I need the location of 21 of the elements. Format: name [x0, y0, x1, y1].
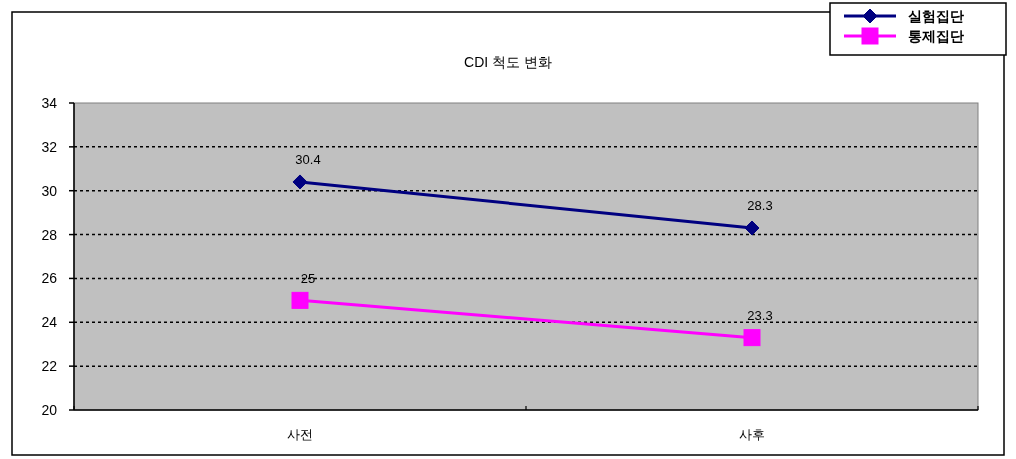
data-label: 28.3: [747, 198, 773, 214]
data-label: 23.3: [747, 308, 773, 324]
y-tick-label: 26: [41, 270, 58, 287]
y-tick-label: 24: [41, 314, 58, 331]
data-label: 25: [300, 270, 316, 286]
y-tick-label: 34: [41, 95, 58, 111]
data-label: 30.4: [295, 152, 321, 168]
y-tick-label: 32: [41, 138, 58, 155]
y-tick-label: 22: [41, 358, 58, 375]
chart-title: CDI 척도 변화: [464, 54, 552, 70]
point: [292, 174, 308, 190]
point: [291, 291, 309, 309]
y-tick-label: 20: [41, 402, 58, 418]
y-tick-label: 30: [41, 182, 58, 199]
y-tick-label: 28: [41, 226, 58, 243]
x-tick-label: 사전: [287, 426, 313, 442]
legend-label: 실험집단: [908, 8, 964, 24]
point: [743, 329, 761, 347]
legend-label: 통제집단: [908, 28, 964, 44]
x-tick-label: 사후: [739, 426, 765, 442]
point: [744, 220, 760, 236]
